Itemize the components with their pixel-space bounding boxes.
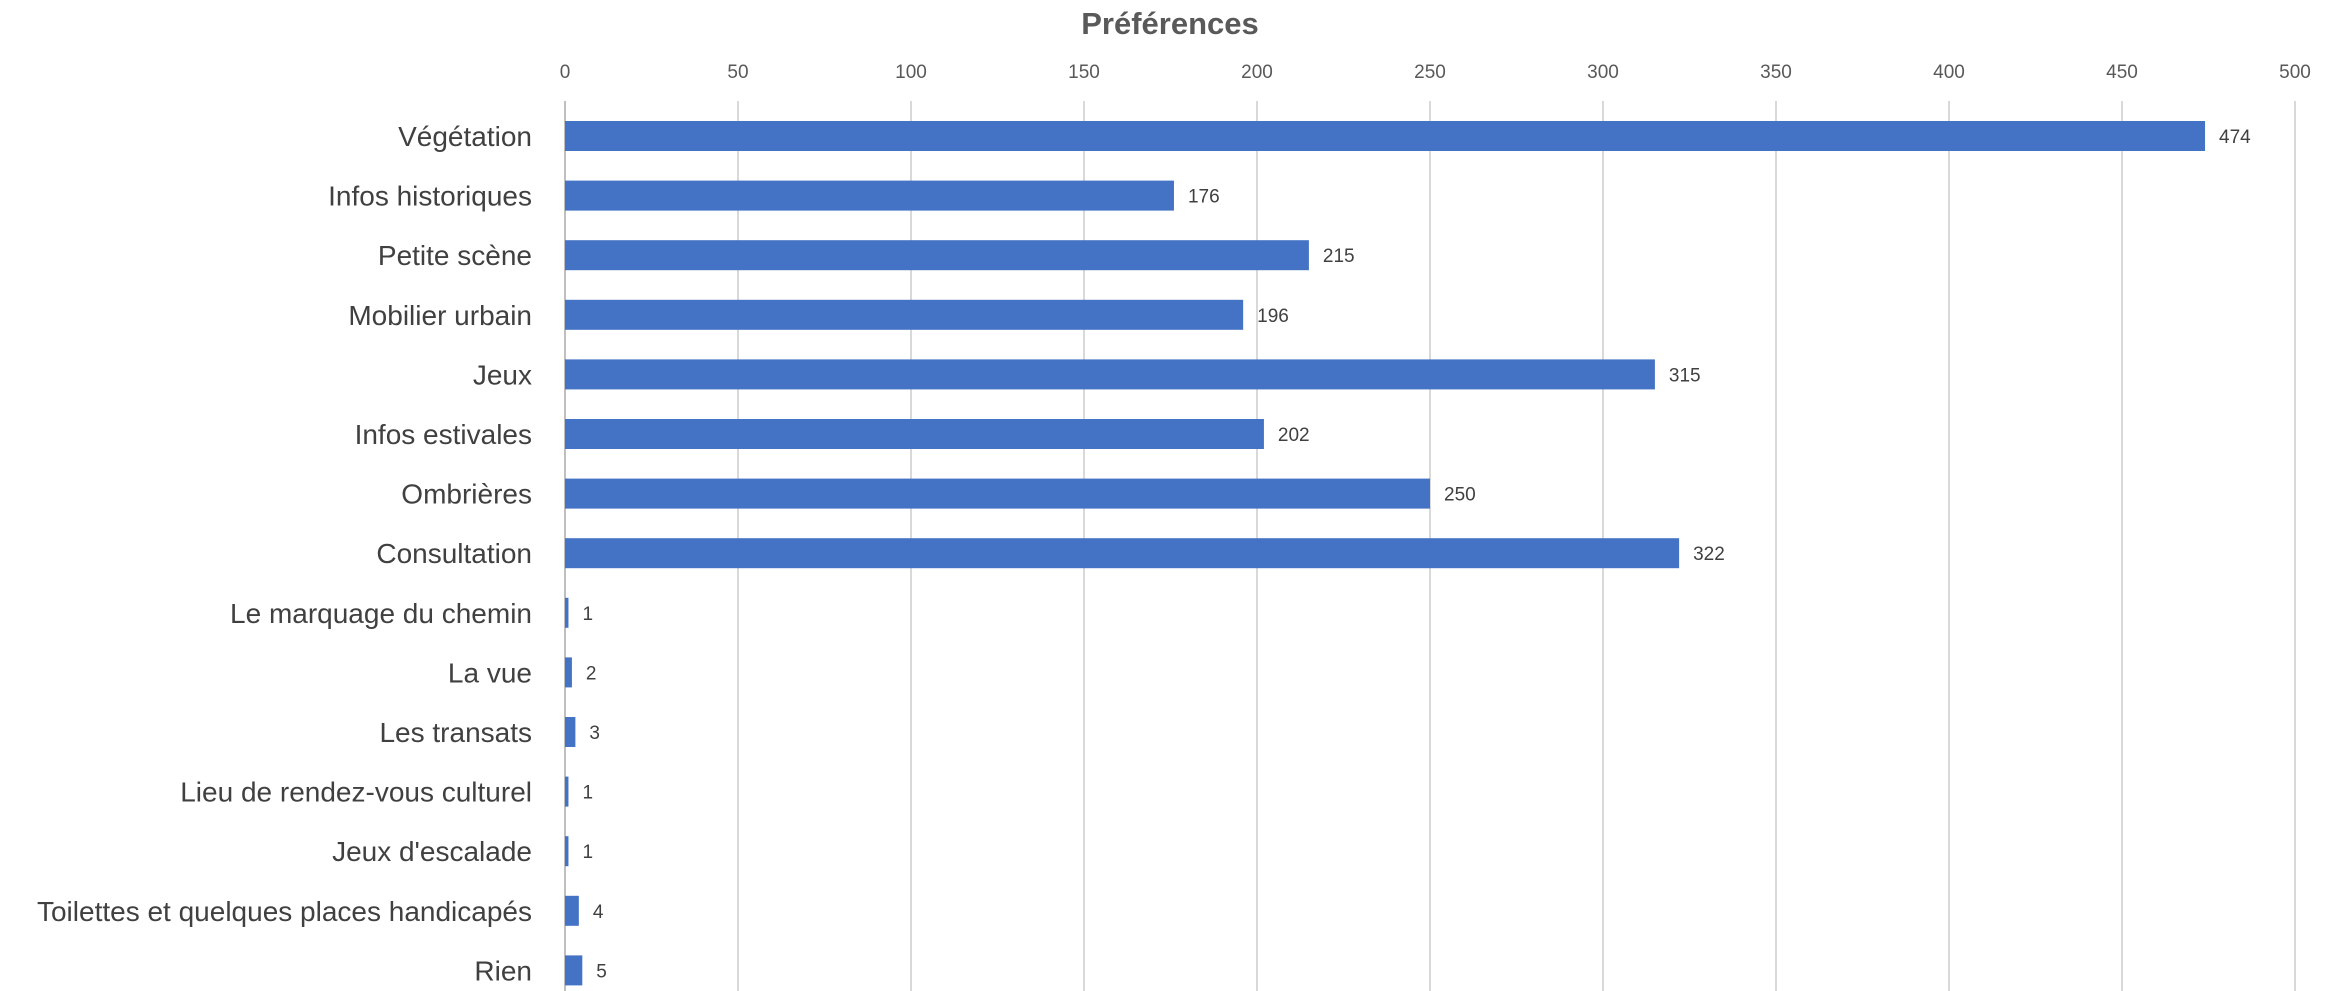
x-tick-label: 400 bbox=[1933, 62, 1965, 83]
data-label: 322 bbox=[1693, 544, 1725, 565]
bar bbox=[565, 538, 1680, 569]
category-label: Consultation bbox=[376, 538, 532, 569]
category-label: La vue bbox=[448, 657, 532, 688]
x-axis-ticks: 0 50 100 150 200 250 300 350 400 450 500 bbox=[560, 62, 2311, 83]
category-label: Toilettes et quelques places handicapés bbox=[37, 896, 532, 927]
data-label: 4 bbox=[593, 902, 604, 923]
category-label: Ombrières bbox=[401, 479, 532, 510]
x-tick-label: 100 bbox=[895, 62, 927, 83]
bar bbox=[565, 180, 1174, 211]
x-tick-label: 450 bbox=[2106, 62, 2138, 83]
category-label: Mobilier urbain bbox=[348, 300, 532, 331]
bar bbox=[565, 478, 1430, 509]
x-tick-label: 300 bbox=[1587, 62, 1619, 83]
category-label: Lieu de rendez-vous culturel bbox=[180, 777, 532, 808]
category-label: Le marquage du chemin bbox=[230, 598, 532, 629]
data-label: 315 bbox=[1669, 365, 1701, 386]
bar bbox=[565, 419, 1264, 449]
category-labels: Végétation Infos historiques Petite scène M… bbox=[37, 121, 532, 986]
bar bbox=[565, 359, 1655, 390]
category-label: Les transats bbox=[379, 717, 532, 748]
data-label: 2 bbox=[586, 663, 597, 684]
category-label: Jeux bbox=[473, 359, 532, 390]
bar bbox=[565, 955, 583, 986]
category-label: Infos estivales bbox=[355, 419, 532, 450]
data-label: 1 bbox=[582, 842, 593, 863]
category-label: Rien bbox=[474, 955, 532, 986]
bar bbox=[565, 121, 2206, 151]
data-label: 3 bbox=[589, 723, 600, 744]
bar bbox=[565, 657, 572, 688]
data-label: 5 bbox=[596, 961, 607, 982]
data-labels: 474 176 215 196 315 202 250 322 1 2 3 1 1 4 5 bbox=[582, 127, 2251, 982]
bar bbox=[565, 895, 579, 926]
data-label: 196 bbox=[1257, 306, 1289, 327]
data-label: 1 bbox=[582, 604, 593, 625]
data-label: 250 bbox=[1444, 485, 1476, 506]
data-label: 202 bbox=[1278, 425, 1310, 446]
category-label: Petite scène bbox=[378, 240, 532, 271]
data-label: 1 bbox=[582, 783, 593, 804]
x-tick-label: 350 bbox=[1760, 62, 1792, 83]
bar bbox=[565, 240, 1309, 271]
category-label: Infos historiques bbox=[328, 181, 532, 212]
bar bbox=[565, 597, 569, 628]
bar bbox=[565, 717, 576, 747]
bar bbox=[565, 836, 569, 867]
data-label: 474 bbox=[2219, 127, 2251, 148]
data-label: 176 bbox=[1188, 187, 1220, 208]
x-tick-label: 50 bbox=[727, 62, 748, 83]
bar bbox=[565, 299, 1244, 330]
bar bbox=[565, 776, 569, 807]
x-tick-label: 200 bbox=[1241, 62, 1273, 83]
x-tick-label: 250 bbox=[1414, 62, 1446, 83]
data-label: 215 bbox=[1323, 246, 1355, 267]
x-tick-label: 500 bbox=[2279, 62, 2311, 83]
x-tick-label: 150 bbox=[1068, 62, 1100, 83]
x-tick-label: 0 bbox=[560, 62, 571, 83]
bars bbox=[565, 121, 2206, 986]
category-label: Jeux d'escalade bbox=[332, 836, 532, 867]
chart-title: Préférences bbox=[1081, 6, 1259, 41]
category-label: Végétation bbox=[398, 121, 532, 152]
